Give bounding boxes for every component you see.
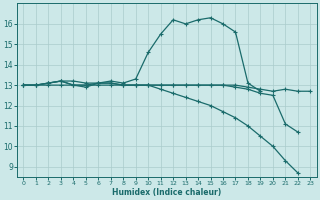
X-axis label: Humidex (Indice chaleur): Humidex (Indice chaleur) [112,188,221,197]
